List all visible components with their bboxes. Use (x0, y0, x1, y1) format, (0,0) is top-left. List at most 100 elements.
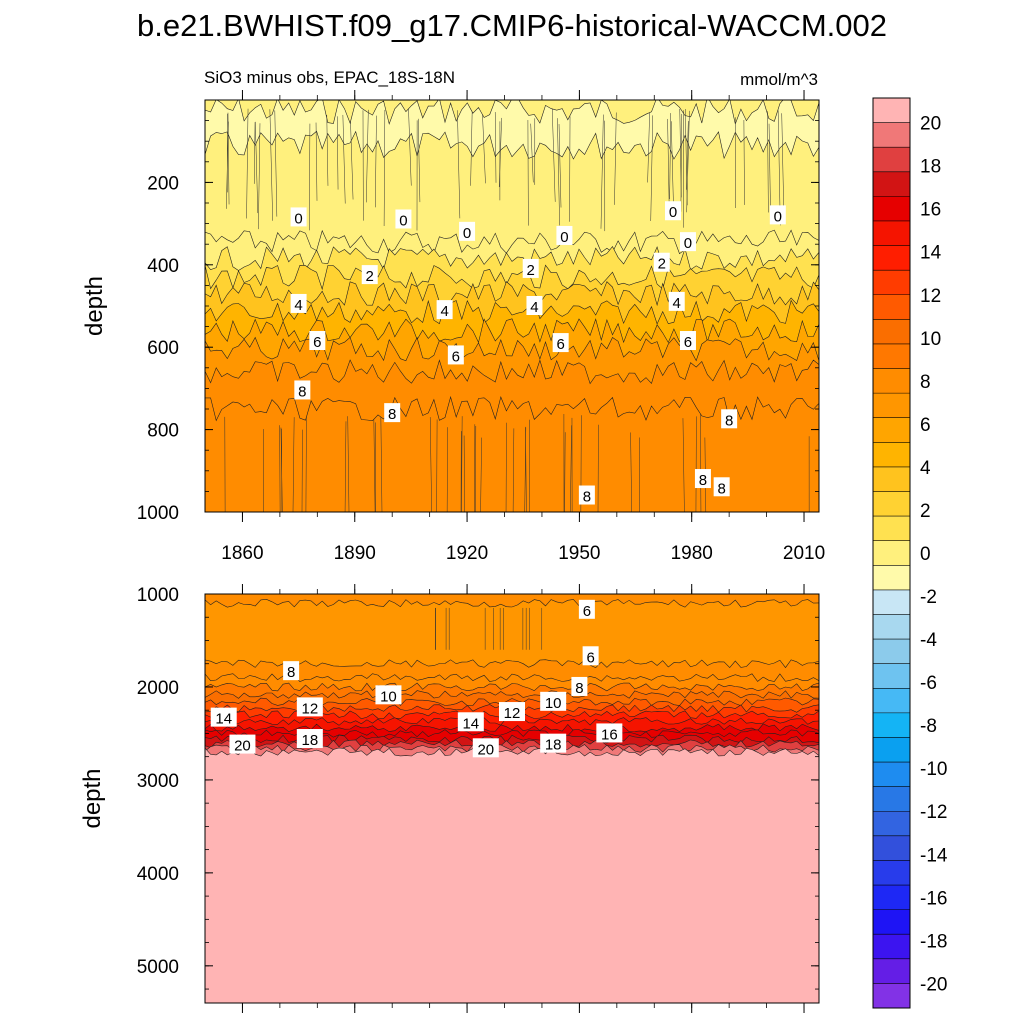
contour-label: 12 (499, 702, 525, 722)
svg-text:0: 0 (774, 208, 782, 225)
contour-line (305, 416, 307, 512)
svg-text:20: 20 (234, 738, 251, 755)
y-tick-label: 2000 (137, 678, 179, 699)
contour-line (463, 435, 465, 512)
y-axis-title: depth (81, 276, 108, 336)
contour-line (685, 109, 688, 206)
contour-line (342, 114, 346, 204)
contour-line (205, 673, 819, 682)
colorbar-swatch (873, 343, 910, 369)
y-tick-label: 600 (147, 338, 179, 359)
contour-line (255, 121, 259, 214)
contour-label: 6 (309, 331, 326, 351)
contour-line (461, 416, 463, 512)
contour-label: 10 (540, 691, 567, 712)
contour-line (470, 111, 473, 186)
svg-text:8: 8 (575, 680, 583, 697)
colorbar-tick-label: -8 (920, 716, 937, 737)
contour-label: 8 (283, 661, 300, 681)
x-tick-label: 1980 (671, 543, 713, 564)
svg-text:20: 20 (477, 741, 494, 758)
contour-label: 4 (668, 291, 685, 312)
colorbar-swatch (873, 688, 910, 714)
panel-subtitle: SiO3 minus obs, EPAC_18S-18N (204, 68, 455, 87)
contour-label: 2 (361, 265, 378, 285)
contour-line (205, 690, 819, 699)
svg-text:12: 12 (504, 705, 521, 722)
colorbar-swatch (873, 466, 910, 492)
contour-line (669, 113, 671, 200)
colorbar-tick-label: -18 (920, 931, 947, 952)
contour-line (205, 130, 819, 160)
colorbar-tick-label: -4 (920, 630, 937, 651)
colorbar-swatch (873, 663, 910, 689)
colorbar-swatch (873, 589, 910, 615)
contour-label: 2 (653, 252, 670, 273)
svg-text:18: 18 (301, 732, 318, 749)
y-tick-label: 1000 (137, 585, 179, 606)
contour-line (366, 109, 369, 203)
contour-line (326, 115, 329, 186)
contour-label: 8 (384, 403, 401, 423)
colorbar-swatch (873, 614, 910, 640)
svg-text:6: 6 (586, 649, 594, 666)
svg-text:0: 0 (560, 229, 568, 246)
contour-line (336, 116, 339, 190)
colorbar-tick-label: -6 (920, 673, 937, 694)
contour-line (680, 113, 682, 212)
contour-line (205, 281, 819, 307)
plot-frame (204, 593, 820, 1004)
colorbar-tick-label: 14 (920, 243, 942, 264)
contour-line (417, 118, 421, 203)
x-tick-label: 1950 (558, 543, 600, 564)
y-tick-label: 1000 (137, 503, 179, 524)
contour-label: 8 (571, 676, 588, 697)
contour-line (429, 417, 432, 512)
colorbar-tick-label: 18 (920, 157, 941, 178)
svg-text:6: 6 (583, 603, 591, 620)
contour-line (347, 416, 350, 512)
y-axis-title: depth (79, 768, 106, 828)
colorbar-swatch (873, 491, 910, 517)
contour-line (205, 100, 819, 126)
contour-label: 14 (457, 712, 484, 732)
contour-line (292, 417, 295, 512)
contour-line (480, 437, 482, 512)
contour-line (269, 109, 273, 221)
contour-label: 14 (210, 707, 237, 728)
colorbar-swatch (873, 270, 910, 296)
colorbar-tick-label: 4 (920, 458, 931, 479)
contour-label: 20 (472, 738, 499, 758)
svg-text:18: 18 (545, 737, 562, 754)
contour-line (494, 112, 497, 183)
figure-title: b.e21.BWHIST.f09_g17.CMIP6-historical-WA… (137, 8, 887, 43)
colorbar-tick-label: 0 (920, 544, 931, 565)
contour-line (614, 112, 617, 205)
contour-line (700, 414, 702, 512)
contour-label: 0 (556, 225, 573, 246)
contour-line (600, 114, 604, 229)
contour-label: 18 (296, 729, 323, 749)
colorbar-tick-label: -12 (920, 802, 947, 823)
colorbar-swatch (873, 540, 910, 566)
colorbar-tick-label: -16 (920, 888, 947, 909)
contour-line (570, 425, 572, 512)
contour-line (530, 123, 534, 183)
svg-text:14: 14 (462, 715, 479, 732)
contour-line (682, 418, 685, 512)
contour-label: 8 (721, 409, 738, 429)
colorbar-swatch (873, 762, 910, 787)
contour-line (375, 115, 377, 208)
colorbar-swatch (873, 319, 910, 345)
colorbar-swatch (873, 393, 910, 419)
contour-line (205, 299, 819, 325)
contour-label: 16 (596, 723, 623, 743)
contour-label: 4 (290, 293, 307, 314)
colorbar-swatch (873, 122, 910, 148)
contour-line (767, 111, 769, 213)
colorbar-swatch (873, 196, 910, 222)
y-tick-label: 5000 (137, 957, 179, 978)
contour-line (781, 113, 785, 221)
